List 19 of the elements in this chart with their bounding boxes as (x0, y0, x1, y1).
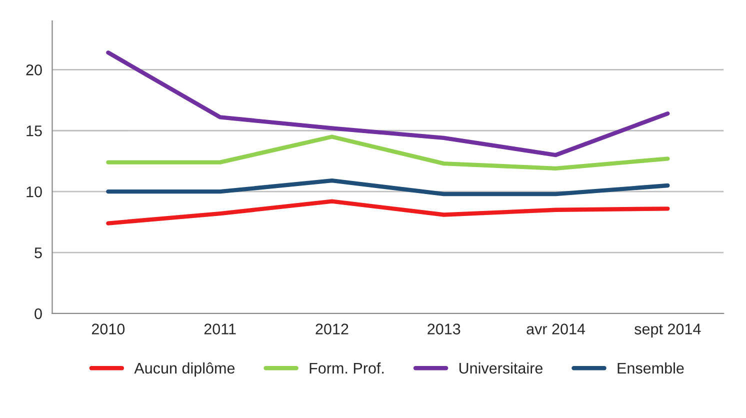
legend-label: Form. Prof. (310, 362, 384, 374)
x-tick-label: 2012 (316, 324, 348, 334)
y-tick-label: 5 (34, 248, 42, 258)
y-tick-label: 0 (34, 308, 42, 320)
line-series (106, 178, 670, 196)
legend-label: Aucun diplôme (134, 362, 235, 377)
y-tick-label: 15 (26, 126, 42, 136)
legend-label: Ensemble (618, 362, 684, 374)
line-series (106, 50, 670, 158)
x-tick-label: 2011 (204, 324, 236, 334)
x-tick-label: 2013 (428, 324, 460, 334)
y-tick-label: 10 (26, 186, 42, 198)
x-tick-label: avr 2014 (526, 324, 586, 334)
x-tick-label: 2010 (92, 324, 125, 334)
line-series (106, 199, 670, 226)
y-tick-label: 20 (26, 64, 42, 76)
line-series (106, 134, 670, 171)
legend-label: Universitaire (459, 362, 543, 374)
x-tick-label: sept 2014 (634, 324, 701, 338)
